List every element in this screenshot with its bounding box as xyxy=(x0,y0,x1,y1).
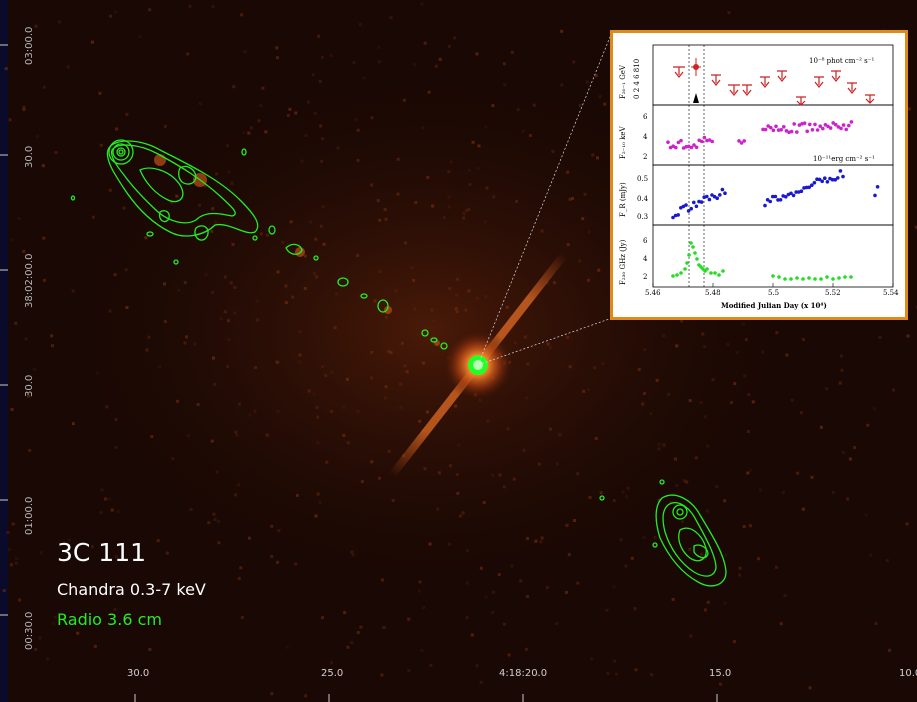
inset-x-tick: 5.52 xyxy=(825,289,841,297)
xray-tick: 2 xyxy=(643,153,648,161)
y-tick-label: 00:30.0 xyxy=(24,611,35,650)
y-tick-label: 38:02:00.0 xyxy=(24,253,35,308)
mm-tick: 4 xyxy=(643,255,648,263)
radio-tick: 0.4 xyxy=(637,195,649,203)
flare-interval-lines xyxy=(688,45,705,287)
xray-tick: 6 xyxy=(643,113,648,121)
y-tick-label: 30.0 xyxy=(24,374,35,397)
gamma-units: 10⁻⁸ phot cm⁻² s⁻¹ xyxy=(809,57,875,65)
object-name: 3C 111 xyxy=(57,538,147,567)
radio-tick: 0.5 xyxy=(637,175,649,183)
inset-x-ticks xyxy=(652,283,894,287)
inset-x-axis-label: Modified Julian Day (x 10⁴) xyxy=(721,301,827,310)
light-curve-plot xyxy=(652,44,894,288)
inset-x-tick: 5.5 xyxy=(768,289,780,297)
xray-units: 10⁻¹¹erg cm⁻² s⁻¹ xyxy=(813,155,875,163)
gamma-detection xyxy=(691,58,701,103)
gamma-upper-limits xyxy=(673,66,875,106)
left-edge-strip xyxy=(0,0,8,702)
x-tick-label: 4:18:20.0 xyxy=(499,668,548,679)
radio-ylabel: F_R (mJy) xyxy=(619,182,627,217)
radio-points xyxy=(671,169,880,220)
inset-x-tick: 5.48 xyxy=(705,289,721,297)
gamma-ylabel: F₂₀₋₁ GeV xyxy=(619,65,627,99)
gamma-tick-labels: 0 2 4 6 810 xyxy=(633,58,641,99)
mm-tick: 2 xyxy=(643,273,648,281)
radio-band-label: Radio 3.6 cm xyxy=(57,610,162,629)
mm-ylabel: F₂₃₀ GHz (Jy) xyxy=(619,239,627,285)
radio-contours-se-lobe xyxy=(599,479,727,587)
x-tick-label: 15.0 xyxy=(709,668,732,679)
y-tick-label: 30.0 xyxy=(24,145,35,168)
radio-contours-nw-lobe xyxy=(70,139,448,350)
axis-tick-marks xyxy=(0,44,718,702)
x-tick-label: 30.0 xyxy=(127,668,150,679)
xray-points xyxy=(666,120,854,150)
xray-tick: 4 xyxy=(643,133,648,141)
x-tick-label: 25.0 xyxy=(321,668,344,679)
light-curve-inset: F₂₀₋₁ GeV F₂₋₁₀ keV F_R (mJy) F₂₃₀ GHz (… xyxy=(610,30,908,320)
mm-points xyxy=(671,241,853,281)
xray-ylabel: F₂₋₁₀ keV xyxy=(619,126,627,159)
x-tick-label: 10.0 xyxy=(899,668,917,679)
inset-x-tick: 5.54 xyxy=(883,289,899,297)
xray-band-label: Chandra 0.3-7 keV xyxy=(57,580,206,599)
inset-x-tick: 5.46 xyxy=(645,289,661,297)
y-tick-label: 03:00.0 xyxy=(24,26,35,65)
mm-tick: 6 xyxy=(643,237,648,245)
radio-tick: 0.3 xyxy=(637,213,649,221)
y-tick-label: 01:00.0 xyxy=(24,496,35,535)
